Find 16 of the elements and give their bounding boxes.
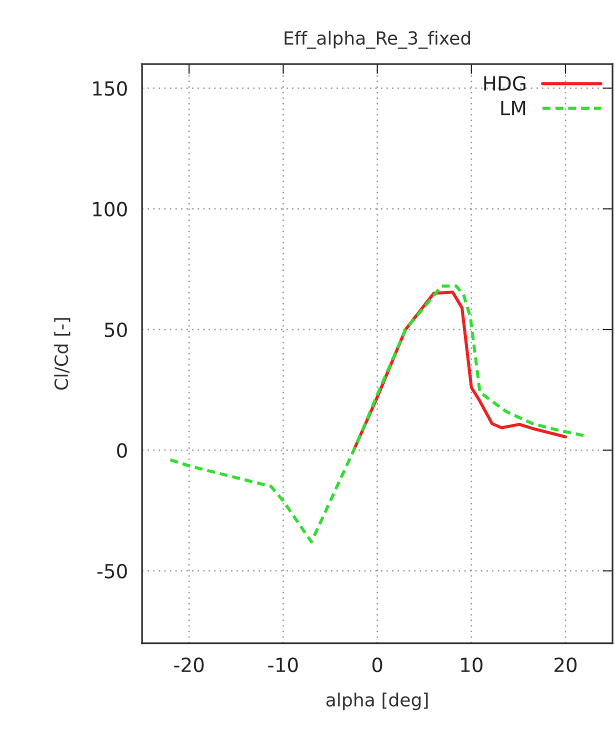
y-tick-label: 100	[93, 202, 127, 217]
y-tick-label: 0	[117, 443, 127, 458]
line-series	[168, 284, 586, 544]
chart-title: Eff_alpha_Re_3_fixed	[284, 30, 470, 49]
x-tick-label: 0	[372, 657, 382, 672]
x-tick-label: -20	[174, 657, 204, 672]
x-tick-label: -10	[268, 657, 298, 672]
x-tick-label: 10	[461, 657, 482, 672]
x-axis-title: alpha [deg]	[326, 692, 428, 710]
y-axis-title: Cl/Cd [-]	[54, 318, 70, 390]
y-tick-label: 150	[93, 81, 127, 96]
legend-label: HDG	[484, 76, 526, 91]
y-tick-label: -50	[97, 564, 127, 579]
y-tick-label: 50	[104, 322, 127, 338]
legend-label: LM	[501, 100, 526, 116]
x-tick-label: 20	[554, 657, 577, 672]
